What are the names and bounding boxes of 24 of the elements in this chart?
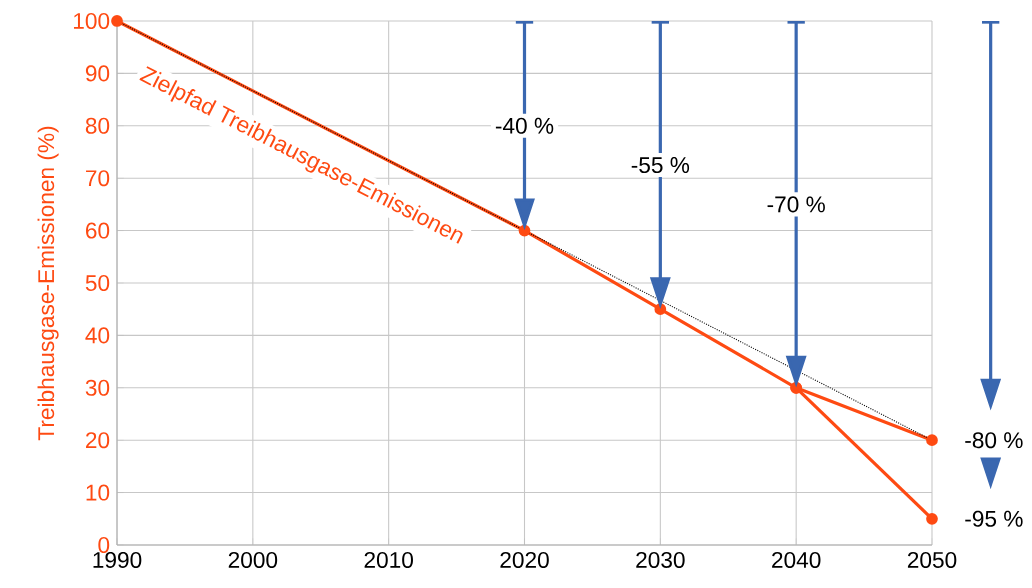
x-tick-label: 1990 — [93, 551, 142, 568]
y-tick-label: 40 — [85, 327, 110, 344]
annotation: -55 % — [631, 157, 690, 174]
y-tick-label: 60 — [86, 222, 110, 239]
y-tick-label: 80 — [85, 117, 110, 134]
y-tick-label: 50 — [85, 274, 110, 292]
y-tick-label: 0 — [98, 536, 110, 554]
x-tick-label: 2040 — [772, 551, 821, 568]
x-tick-label: 2030 — [636, 551, 685, 568]
annotation: -40 % — [495, 117, 554, 134]
x-tick-label: 2050 — [907, 551, 957, 568]
y-tick-label: 100 — [73, 12, 110, 30]
text: -80 % — [965, 432, 1023, 449]
y-tick-label: 30 — [85, 379, 110, 396]
y-tick-label: 10 — [86, 484, 110, 501]
x-tick-label: 2000 — [228, 551, 278, 568]
x-tick-label: 2020 — [500, 551, 549, 568]
y-tick-label: 20 — [86, 432, 110, 449]
annotation: -70 % — [767, 196, 825, 213]
y-axis-title: Treibhausgase-Emissionen (%) — [37, 126, 59, 441]
text: -95 % — [965, 510, 1023, 527]
x-tick-label: 2010 — [364, 551, 413, 568]
y-tick-label: 70 — [86, 170, 110, 187]
y-tick-label: 90 — [85, 65, 110, 82]
